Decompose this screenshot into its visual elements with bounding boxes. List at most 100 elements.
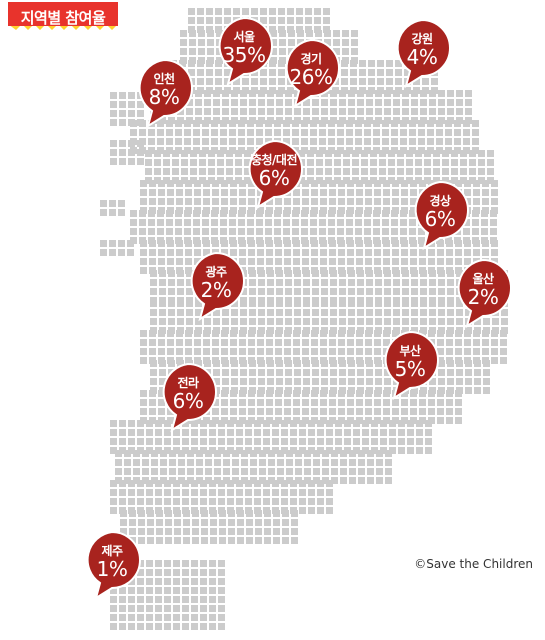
map-dot: [202, 129, 209, 136]
map-dot: [384, 279, 391, 286]
map-dot: [335, 438, 342, 445]
map-dot: [304, 468, 311, 475]
map-dot: [191, 489, 198, 496]
map-dot: [263, 480, 270, 487]
map-dot: [151, 459, 158, 466]
map-dot: [227, 420, 234, 427]
map-dot: [181, 159, 188, 166]
map-dot: [155, 605, 162, 612]
map-dot: [165, 537, 172, 544]
map-dot: [206, 78, 213, 85]
map-dot: [491, 198, 498, 205]
bubble-seoul: 서울 35%: [214, 14, 280, 88]
map-dot: [455, 330, 462, 337]
map-dot: [447, 288, 454, 295]
map-dot: [321, 300, 328, 307]
map-dot: [273, 537, 280, 544]
map-dot: [438, 378, 445, 385]
map-dot: [207, 39, 214, 46]
map-dot: [164, 489, 171, 496]
region-value: 1%: [96, 557, 128, 581]
map-dot: [379, 159, 386, 166]
map-dot: [356, 339, 363, 346]
map-dot: [306, 30, 313, 37]
map-dot: [355, 210, 362, 217]
map-dot: [311, 198, 318, 205]
map-dot: [233, 8, 240, 15]
map-dot: [277, 450, 284, 457]
map-dot: [119, 420, 126, 427]
map-dot: [155, 614, 162, 621]
map-dot: [120, 519, 127, 526]
map-dot: [290, 438, 297, 445]
map-dot: [438, 288, 445, 295]
map-dot: [380, 438, 387, 445]
map-dot: [407, 447, 414, 454]
map-dot: [124, 450, 131, 457]
map-dot: [425, 429, 432, 436]
map-dot: [384, 99, 391, 106]
map-dot: [266, 408, 273, 415]
map-dot: [427, 120, 434, 127]
map-dot: [364, 120, 371, 127]
map-dot: [303, 378, 310, 385]
map-dot: [416, 438, 423, 445]
map-dot: [230, 198, 237, 205]
map-dot: [402, 300, 409, 307]
map-dot: [185, 189, 192, 196]
map-dot: [214, 477, 221, 484]
map-dot: [317, 480, 324, 487]
map-dot: [254, 480, 261, 487]
map-dot: [376, 468, 383, 475]
map-dot: [191, 569, 198, 576]
map-dot: [455, 417, 462, 424]
map-dot: [269, 69, 276, 76]
map-dot: [155, 447, 162, 454]
map-dot: [389, 420, 396, 427]
map-dot: [260, 69, 267, 76]
map-dot: [254, 447, 261, 454]
map-dot: [307, 159, 314, 166]
map-dot: [349, 459, 356, 466]
map-dot: [185, 258, 192, 265]
map-dot: [156, 528, 163, 535]
map-dot: [159, 300, 166, 307]
map-dot: [184, 120, 191, 127]
map-dot: [373, 219, 380, 226]
map-dot: [275, 348, 282, 355]
map-dot: [329, 348, 336, 355]
map-dot: [374, 180, 381, 187]
map-dot: [212, 240, 219, 247]
map-dot: [249, 360, 256, 367]
map-dot: [308, 438, 315, 445]
map-dot: [400, 228, 407, 235]
map-dot: [218, 438, 225, 445]
map-dot: [191, 605, 198, 612]
map-dot: [240, 108, 247, 115]
map-dot: [167, 339, 174, 346]
map-dot: [168, 300, 175, 307]
map-dot: [447, 360, 454, 367]
map-dot: [389, 429, 396, 436]
map-dot: [119, 498, 126, 505]
map-dot: [155, 420, 162, 427]
map-dot: [491, 357, 498, 364]
map-dot: [199, 150, 206, 157]
map-dot: [258, 288, 265, 295]
map-dot: [209, 429, 216, 436]
map-dot: [312, 318, 319, 325]
map-dot: [314, 8, 321, 15]
map-dot: [370, 168, 377, 175]
map-dot: [163, 168, 170, 175]
map-dot: [406, 159, 413, 166]
map-dot: [198, 39, 205, 46]
map-dot: [183, 528, 190, 535]
map-dot: [211, 219, 218, 226]
map-dot: [159, 279, 166, 286]
map-dot: [338, 198, 345, 205]
map-dot: [119, 110, 126, 117]
map-dot: [173, 498, 180, 505]
map-dot: [425, 438, 432, 445]
map-dot: [149, 258, 156, 265]
map-dot: [361, 159, 368, 166]
